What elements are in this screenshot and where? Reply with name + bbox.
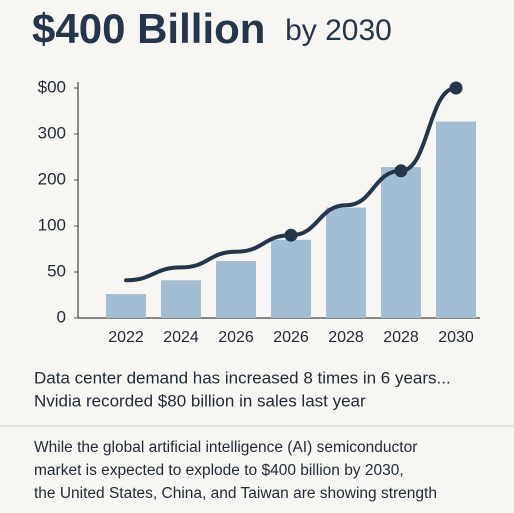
line <box>124 86 458 283</box>
x-tick-label: 2024 <box>163 329 199 346</box>
y-tick-label: $00 <box>38 77 66 96</box>
bar <box>326 207 366 318</box>
headline: Data center demand has increased 8 times… <box>34 368 451 387</box>
y-tick-label: 50 <box>47 261 66 280</box>
line-marker <box>284 228 298 242</box>
x-tick-label: 2028 <box>328 329 364 346</box>
y-tick-label: 100 <box>38 215 66 234</box>
y-tick-label: 300 <box>38 123 66 142</box>
chart-title: $400 Billion <box>32 5 265 52</box>
line-marker <box>449 81 463 95</box>
paragraph: the United States, China, and Taiwan are… <box>34 485 437 502</box>
x-tick-label: 2022 <box>108 329 144 346</box>
x-tick-label: 2026 <box>273 329 309 346</box>
paragraph: While the global artificial intelligence… <box>34 439 417 456</box>
y-tick-label: 200 <box>38 169 66 188</box>
bar <box>381 167 421 318</box>
y-tick-label: 0 <box>57 307 66 326</box>
bar <box>161 280 201 318</box>
bar <box>436 121 476 318</box>
title: $400 Billion by 2030 <box>32 5 392 52</box>
bar <box>106 294 146 318</box>
line-marker <box>394 164 408 178</box>
paragraph: market is expected to explode to $400 bi… <box>34 462 404 479</box>
x-tick-label: 2028 <box>383 329 419 346</box>
headline: Nvidia recorded $80 billion in sales las… <box>34 391 366 410</box>
bar <box>216 260 256 318</box>
x-tick-label: 2026 <box>218 329 254 346</box>
bar <box>271 239 311 318</box>
x-tick-label: 2030 <box>438 329 474 346</box>
chart-title-suffix: by 2030 <box>285 14 392 47</box>
